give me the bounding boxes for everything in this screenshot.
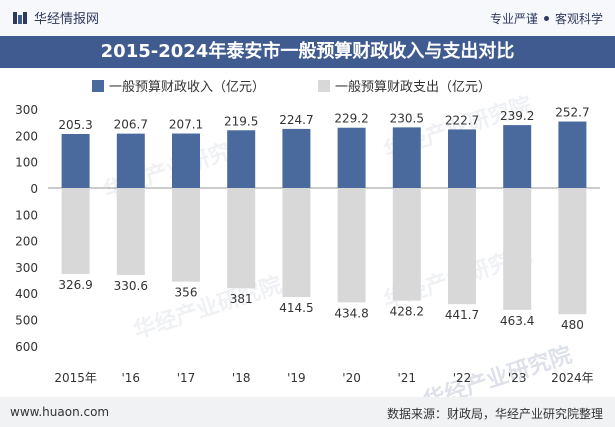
legend-swatch-expense [318,79,330,92]
tagline-left: 专业严谨 [489,12,538,26]
footer-source: 数据来源：财政局，华经产业研究院整理 [386,407,603,421]
y-tick-label: 300 [15,261,38,275]
y-tick-label: 0 [30,182,38,196]
legend-item-income: 一般预算财政收入（亿元） [92,76,265,95]
y-tick-label: 500 [15,314,38,328]
bar-income [61,134,90,188]
y-tick-label: 100 [15,208,38,222]
top-bar: 华经情报网 专业严谨 客观科学 [0,0,615,36]
bar-expense [558,188,587,315]
data-label-income: 239.2 [500,109,534,123]
x-tick-label: '18 [232,371,251,385]
bar-income [503,125,532,188]
bar-expense [116,188,145,275]
separator-dot-icon [543,16,549,21]
bar-expense [448,188,476,305]
data-label-expense: 330.6 [114,279,148,293]
y-tick-label: 600 [15,340,38,354]
data-label-income: 219.5 [224,114,258,128]
data-label-income: 230.5 [390,111,424,125]
bar-expense [227,188,256,289]
x-tick-label: 2015年 [54,371,97,385]
bar-income [337,127,366,188]
data-label-income: 205.3 [58,118,92,132]
data-label-expense: 326.9 [58,278,92,292]
y-tick-label: 300 [15,103,38,117]
legend-item-expense: 一般预算财政支出（亿元） [318,76,491,95]
chart-legend: 一般预算财政收入（亿元） 一般预算财政支出（亿元） [0,74,615,95]
footer-url[interactable]: www.huaon.com [10,405,110,419]
bar-expense [61,188,90,274]
bar-income [227,130,256,188]
y-tick-label: 200 [15,129,38,143]
bar-income [558,121,587,188]
data-label-income: 229.2 [334,112,368,126]
tagline-right: 客观科学 [554,12,603,26]
brand[interactable]: 华经情报网 [12,8,99,27]
footer: www.huaon.com 数据来源：财政局，华经产业研究院整理 [0,397,615,427]
x-tick-label: '23 [508,371,527,385]
data-label-income: 224.7 [279,113,313,127]
bar-income [448,129,476,188]
bar-income [282,128,311,188]
data-label-expense: 434.8 [334,306,368,320]
data-label-expense: 356 [175,286,198,300]
data-label-expense: 428.2 [390,305,424,319]
data-label-income: 207.1 [169,118,203,132]
bar-expense [282,188,311,298]
bar-income [172,133,200,188]
bar-expense [392,188,421,301]
legend-label-expense: 一般预算财政支出（亿元） [335,80,492,95]
data-label-expense: 441.7 [445,308,479,322]
x-tick-label: '20 [342,371,361,385]
x-tick-label: '22 [453,371,472,385]
bar-expense [503,188,532,310]
bar-expense [337,188,366,303]
chart-svg: 300 200 100 0 100 200 300 400 500 600 205.3 326.9 20… [15,103,600,385]
bar-income [116,133,145,188]
data-label-income: 206.7 [114,118,148,132]
x-tick-label: '16 [122,371,141,385]
tagline: 专业严谨 客观科学 [490,10,603,27]
data-label-income: 252.7 [555,106,589,120]
x-tick-label: '19 [287,371,306,385]
x-tick-label: 2024年 [551,371,594,385]
y-tick-label: 400 [15,287,38,301]
data-label-income: 222.7 [445,113,479,127]
x-tick-label: '21 [398,371,417,385]
legend-swatch-income [92,79,104,92]
legend-label-income: 一般预算财政收入（亿元） [109,80,266,95]
brand-name: 华经情报网 [34,12,100,27]
data-label-expense: 381 [230,292,253,306]
data-label-expense: 463.4 [500,314,534,328]
x-tick-label: '17 [177,371,196,385]
chart-title: 2015-2024年泰安市一般预算财政收入与支出对比 [0,36,615,68]
y-tick-label: 100 [15,156,38,170]
data-label-expense: 480 [561,318,584,332]
data-label-expense: 414.5 [279,301,313,315]
y-tick-label: 200 [15,235,38,249]
bar-expense [172,188,200,282]
brand-logo-icon [13,11,27,24]
bar-income [392,127,421,188]
